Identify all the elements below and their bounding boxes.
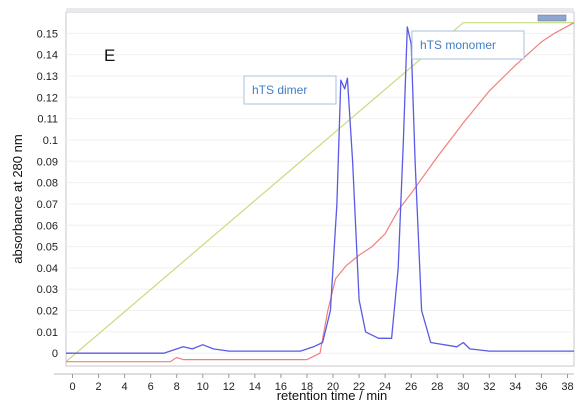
y-tick-label: 0.04 bbox=[37, 263, 58, 275]
y-tick-label: 0.12 bbox=[37, 92, 58, 104]
annotation-layer: hTS dimer hTS monomer bbox=[243, 30, 525, 105]
x-tick-label: 28 bbox=[431, 381, 443, 393]
y-tick-label: 0.05 bbox=[37, 242, 58, 254]
plot-frame bbox=[65, 11, 575, 367]
x-tick-label: 12 bbox=[223, 381, 235, 393]
y-tick-label: 0.13 bbox=[37, 71, 58, 83]
x-tick-label: 34 bbox=[509, 381, 521, 393]
annotation-text: hTS dimer bbox=[252, 83, 307, 97]
annotation-hts-dimer: hTS dimer bbox=[243, 75, 337, 105]
series-gradient-line bbox=[65, 22, 574, 363]
y-tick-label: 0.09 bbox=[37, 156, 58, 168]
x-tick-label: 24 bbox=[379, 381, 391, 393]
x-tick-label: 4 bbox=[122, 381, 128, 393]
x-tick-label: 32 bbox=[483, 381, 495, 393]
annotation-box bbox=[243, 75, 337, 105]
y-tick-label: 0.11 bbox=[37, 114, 58, 126]
x-tick-label: 2 bbox=[96, 381, 102, 393]
x-tick-label: 20 bbox=[327, 381, 339, 393]
y-tick-label: 0.08 bbox=[37, 178, 58, 190]
annotation-hts-monomer: hTS monomer bbox=[411, 30, 525, 60]
annotation-text: hTS monomer bbox=[420, 38, 496, 52]
panel-label: E bbox=[104, 46, 115, 65]
x-tick-label: 22 bbox=[353, 381, 365, 393]
x-axis: 0 2 4 6 8 10 12 14 16 18 20 22 24 26 28 30 32 34 36 38 bbox=[54, 373, 574, 393]
y-tick-label: 0.03 bbox=[37, 284, 58, 296]
x-tick-label: 36 bbox=[535, 381, 547, 393]
toolbar-badge bbox=[537, 14, 567, 22]
y-tick-label: 0 bbox=[52, 348, 58, 360]
x-tick-label: 38 bbox=[561, 381, 573, 393]
x-axis-title: retention time / min bbox=[277, 388, 388, 403]
annotation-box bbox=[411, 30, 525, 60]
x-tick-label: 30 bbox=[457, 381, 469, 393]
x-tick-label: 6 bbox=[148, 381, 154, 393]
y-tick-label: 0.1 bbox=[43, 135, 58, 147]
y-tick-label: 0.07 bbox=[37, 199, 58, 211]
y-tick-label: 0.01 bbox=[37, 327, 58, 339]
x-tick-label: 10 bbox=[197, 381, 209, 393]
y-axis-title: absorbance at 280 nm bbox=[10, 134, 25, 263]
y-tick-label: 0.15 bbox=[37, 28, 58, 40]
series-absorbance-line bbox=[66, 26, 574, 354]
x-tick-label: 16 bbox=[275, 381, 287, 393]
x-tick-label: 18 bbox=[301, 381, 313, 393]
x-tick-label: 14 bbox=[249, 381, 261, 393]
series-layer bbox=[65, 22, 575, 363]
y-tick-label: 0.14 bbox=[37, 50, 58, 62]
top-toolbar-strip bbox=[66, 8, 574, 12]
y-tick-label: 0.02 bbox=[37, 306, 58, 318]
y-axis: 0 0.01 0.02 0.03 0.04 0.05 0.06 0.07 0.08 0.09 0.1… bbox=[37, 28, 58, 360]
x-tick-label: 26 bbox=[405, 381, 417, 393]
series-conductivity-line bbox=[66, 22, 575, 363]
x-tick-label: 8 bbox=[174, 381, 180, 393]
y-tick-label: 0.06 bbox=[37, 220, 58, 232]
x-tick-label: 0 bbox=[69, 381, 75, 393]
